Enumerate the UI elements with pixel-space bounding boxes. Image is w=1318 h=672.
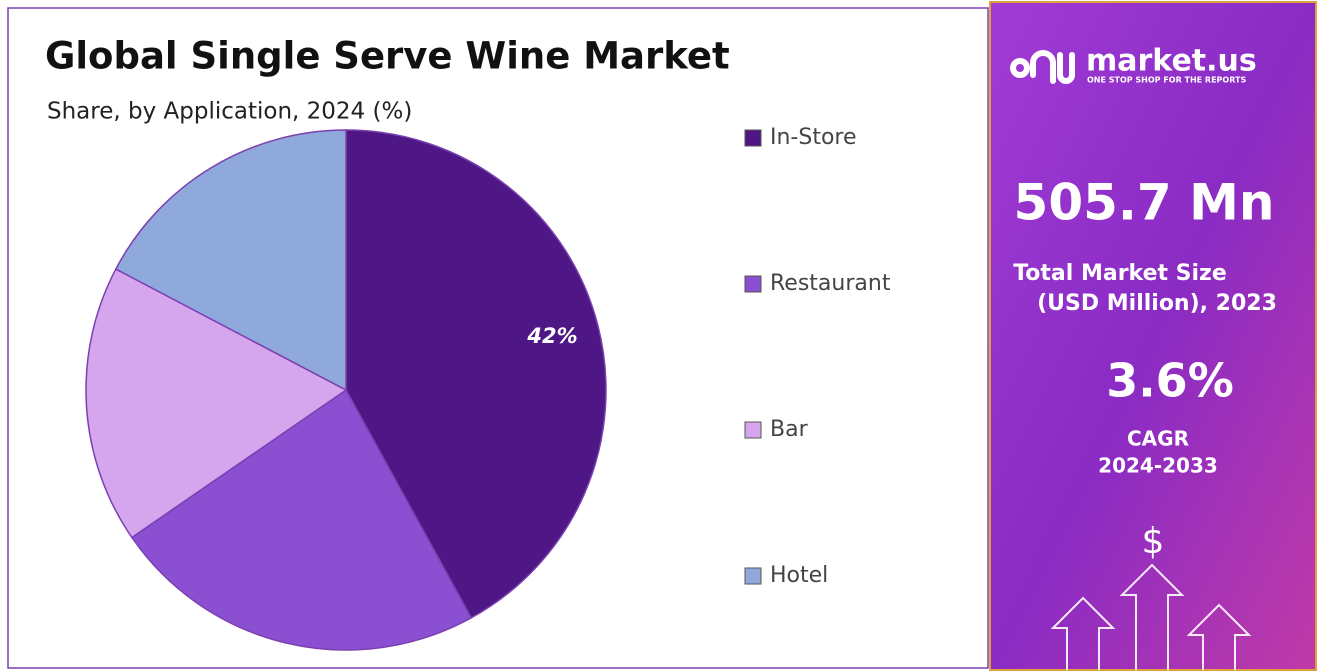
legend-label: Hotel — [770, 563, 828, 588]
market-size: 505.7 Mn — [1014, 174, 1275, 232]
legend-label: In-Store — [770, 125, 857, 150]
chart-title: Global Single Serve Wine Market — [45, 35, 730, 78]
pie-slice — [130, 388, 473, 651]
arrow-icons — [1050, 563, 1252, 670]
legend-label: Bar — [770, 417, 809, 442]
pie-slice — [85, 268, 348, 539]
legend-swatch — [744, 275, 762, 293]
pie: 42% — [85, 129, 607, 651]
data-label: 42% — [526, 324, 577, 348]
side-panel — [989, 1, 1317, 671]
brand-name: market.us — [1086, 44, 1257, 79]
market-size-label: (USD Million), 2023 — [1037, 291, 1277, 316]
legend-label: Restaurant — [770, 271, 891, 296]
pie-slice — [114, 129, 347, 392]
cagr-label: CAGR — [1127, 427, 1189, 451]
cagr-value: 3.6% — [1106, 354, 1234, 408]
dollar-icon: $ — [1142, 521, 1165, 562]
cagr-label: 2024-2033 — [1098, 454, 1218, 478]
pie-slice — [345, 129, 607, 619]
brand-logo — [1010, 50, 1075, 84]
legend-swatch — [744, 421, 762, 439]
chart-subtitle: Share, by Application, 2024 (%) — [47, 99, 412, 125]
brand-tagline: ONE STOP SHOP FOR THE REPORTS — [1087, 76, 1246, 85]
legend-swatch — [744, 567, 762, 585]
legend-swatch — [744, 129, 762, 147]
legend: In-Store Restaurant Bar Hotel — [744, 125, 891, 588]
market-size-label: Total Market Size — [1013, 261, 1227, 286]
